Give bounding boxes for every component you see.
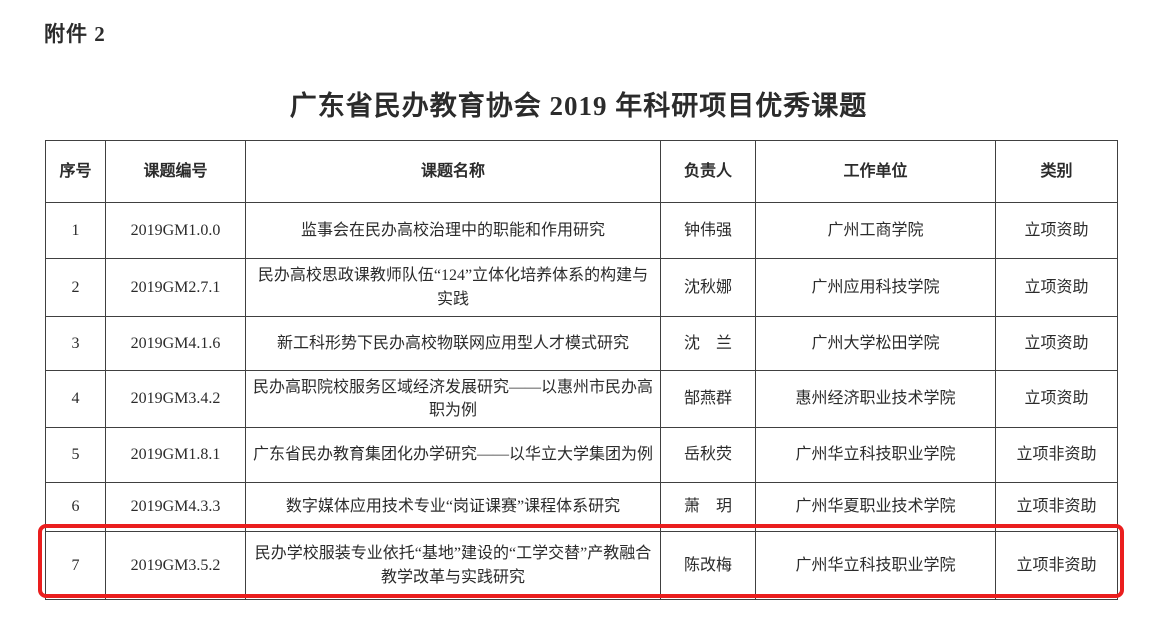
row-number-cell: 2 [45,258,106,317]
project-code-cell: 2019GM3.5.2 [105,531,246,600]
row-number-cell: 3 [45,316,106,371]
row-number-cell: 6 [45,482,106,532]
table-row: 4 2019GM3.4.2 民办高职院校服务区域经济发展研究——以惠州市民办高职… [45,370,1118,428]
category-cell: 立项非资助 [995,531,1118,600]
category-cell: 立项资助 [995,316,1118,371]
leader-cell: 陈改梅 [660,531,756,600]
organization-cell: 广州华立科技职业学院 [755,531,996,600]
leader-cell: 沈秋娜 [660,258,756,317]
row-number-cell: 5 [45,427,106,483]
organization-cell: 广州华夏职业技术学院 [755,482,996,532]
header-leader: 负责人 [660,140,756,203]
organization-cell: 广州大学松田学院 [755,316,996,371]
header-organization: 工作单位 [755,140,996,203]
page-title: 广东省民办教育协会 2019 年科研项目优秀课题 [289,91,868,121]
project-code-cell: 2019GM4.3.3 [105,482,246,532]
header-category: 类别 [995,140,1118,203]
project-name-cell: 民办高校思政课教师队伍“124”立体化培养体系的构建与实践 [245,258,661,317]
table-row: 3 2019GM4.1.6 新工科形势下民办高校物联网应用型人才模式研究 沈 兰… [45,316,1118,371]
table-row: 5 2019GM1.8.1 广东省民办教育集团化办学研究——以华立大学集团为例 … [45,427,1118,483]
table-row: 6 2019GM4.3.3 数字媒体应用技术专业“岗证课赛”课程体系研究 萧 玥… [45,482,1118,532]
project-code-cell: 2019GM4.1.6 [105,316,246,371]
category-cell: 立项非资助 [995,427,1118,483]
attachment-label: 附件 2 [44,22,106,46]
organization-cell: 广州华立科技职业学院 [755,427,996,483]
organization-cell: 广州应用科技学院 [755,258,996,317]
project-name-cell: 民办学校服装专业依托“基地”建设的“工学交替”产教融合教学改革与实践研究 [245,531,661,600]
header-serial-number: 序号 [45,140,106,203]
project-code-cell: 2019GM2.7.1 [105,258,246,317]
organization-cell: 惠州经济职业技术学院 [755,370,996,428]
row-number-cell: 1 [45,202,106,259]
row-number-cell: 4 [45,370,106,428]
project-code-cell: 2019GM1.0.0 [105,202,246,259]
category-cell: 立项资助 [995,202,1118,259]
leader-cell: 萧 玥 [660,482,756,532]
project-name-cell: 数字媒体应用技术专业“岗证课赛”课程体系研究 [245,482,661,532]
project-name-cell: 民办高职院校服务区域经济发展研究——以惠州市民办高职为例 [245,370,661,428]
row-number-cell: 7 [45,531,106,600]
table-header-row: 序号 课题编号 课题名称 负责人 工作单位 类别 [45,140,1118,203]
category-cell: 立项非资助 [995,482,1118,532]
table-row-highlighted: 7 2019GM3.5.2 民办学校服装专业依托“基地”建设的“工学交替”产教融… [45,531,1118,600]
leader-cell: 岳秋荧 [660,427,756,483]
leader-cell: 郜燕群 [660,370,756,428]
project-name-cell: 新工科形势下民办高校物联网应用型人才模式研究 [245,316,661,371]
project-code-cell: 2019GM3.4.2 [105,370,246,428]
category-cell: 立项资助 [995,370,1118,428]
table-row: 2 2019GM2.7.1 民办高校思政课教师队伍“124”立体化培养体系的构建… [45,258,1118,317]
projects-table-container: 序号 课题编号 课题名称 负责人 工作单位 类别 1 2019GM1.0.0 监… [45,140,1118,600]
projects-table: 序号 课题编号 课题名称 负责人 工作单位 类别 1 2019GM1.0.0 监… [45,140,1118,600]
leader-cell: 钟伟强 [660,202,756,259]
table-row: 1 2019GM1.0.0 监事会在民办高校治理中的职能和作用研究 钟伟强 广州… [45,202,1118,259]
project-code-cell: 2019GM1.8.1 [105,427,246,483]
header-project-name: 课题名称 [245,140,661,203]
project-name-cell: 监事会在民办高校治理中的职能和作用研究 [245,202,661,259]
organization-cell: 广州工商学院 [755,202,996,259]
leader-cell: 沈 兰 [660,316,756,371]
project-name-cell: 广东省民办教育集团化办学研究——以华立大学集团为例 [245,427,661,483]
header-project-code: 课题编号 [105,140,246,203]
category-cell: 立项资助 [995,258,1118,317]
